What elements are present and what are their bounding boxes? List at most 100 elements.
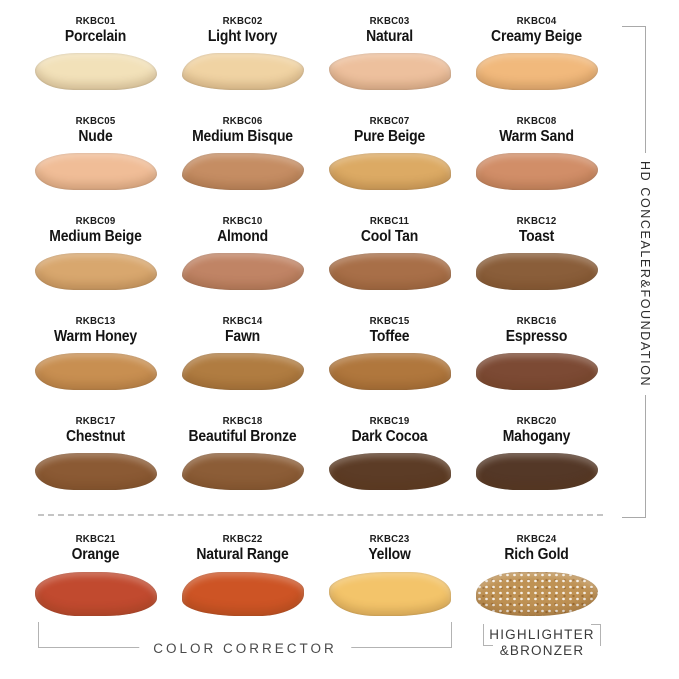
shade-cell: RKBC11 Cool Tan — [316, 214, 463, 314]
shade-cell: RKBC08 Warm Sand — [463, 114, 610, 214]
shade-name: Light Ivory — [207, 28, 278, 45]
shade-cell: RKBC13 Warm Honey — [22, 314, 169, 414]
shade-cell: RKBC14 Fawn — [169, 314, 316, 414]
shade-name: Cool Tan — [360, 228, 419, 245]
shade-cell: RKBC10 Almond — [169, 214, 316, 314]
dashed-divider — [38, 514, 603, 516]
shade-cell: RKBC21 Orange — [22, 532, 169, 640]
shade-swatch — [475, 53, 598, 90]
shade-name: Warm Honey — [54, 328, 137, 345]
shade-code: RKBC20 — [516, 415, 557, 427]
shade-cell: RKBC07 Pure Beige — [316, 114, 463, 214]
shade-swatch — [328, 153, 451, 190]
shade-code: RKBC02 — [222, 15, 263, 27]
corner-bracket-left-icon — [483, 624, 493, 646]
shade-code: RKBC07 — [369, 115, 410, 127]
shade-swatch — [34, 572, 157, 616]
shade-cell: RKBC24 Rich Gold — [463, 532, 610, 640]
shade-cell: RKBC16 Espresso — [463, 314, 610, 414]
shade-name: Medium Beige — [49, 228, 142, 245]
shade-swatch — [328, 572, 451, 616]
hd-concealer-foundation-label: HD CONCEALER&FOUNDATION — [637, 153, 653, 396]
shade-cell: RKBC19 Dark Cocoa — [316, 414, 463, 514]
shade-name: Natural Range — [196, 546, 289, 563]
shade-name: Dark Cocoa — [351, 428, 428, 445]
shade-name: Espresso — [505, 328, 568, 345]
highlighter-label-line1: HIGHLIGHTER — [489, 627, 595, 642]
highlighter-bronzer-group: HIGHLIGHTER &BRONZER — [483, 622, 601, 659]
shade-code: RKBC14 — [222, 315, 263, 327]
shade-swatch — [475, 353, 598, 390]
shade-code: RKBC05 — [75, 115, 116, 127]
shade-code: RKBC09 — [75, 215, 116, 227]
shade-code: RKBC01 — [75, 15, 116, 27]
shade-cell: RKBC12 Toast — [463, 214, 610, 314]
shade-swatch — [328, 53, 451, 90]
shade-swatch — [181, 253, 304, 290]
shade-swatch — [328, 353, 451, 390]
shade-code: RKBC24 — [516, 533, 557, 545]
corner-bracket-right-icon — [591, 624, 601, 646]
shade-code: RKBC12 — [516, 215, 557, 227]
shade-cell: RKBC02 Light Ivory — [169, 14, 316, 114]
shade-cell: RKBC09 Medium Beige — [22, 214, 169, 314]
shade-name: Mahogany — [502, 428, 571, 445]
shade-name: Toffee — [369, 328, 410, 345]
shade-swatch — [34, 453, 157, 490]
shade-code: RKBC13 — [75, 315, 116, 327]
shade-cell: RKBC03 Natural — [316, 14, 463, 114]
shade-name: Warm Sand — [499, 128, 574, 145]
color-corrector-bracket: COLOR CORRECTOR — [38, 622, 452, 656]
shade-name: Almond — [217, 228, 268, 245]
shade-cell: RKBC23 Yellow — [316, 532, 463, 640]
shade-cell: RKBC22 Natural Range — [169, 532, 316, 640]
shade-name: Orange — [71, 546, 120, 563]
shade-name: Beautiful Bronze — [188, 428, 297, 445]
shade-code: RKBC16 — [516, 315, 557, 327]
shade-swatch — [34, 353, 157, 390]
shade-name: Yellow — [368, 546, 411, 563]
shade-cell: RKBC18 Beautiful Bronze — [169, 414, 316, 514]
shade-name: Fawn — [225, 328, 260, 345]
shade-swatch — [181, 572, 304, 616]
shade-code: RKBC04 — [516, 15, 557, 27]
shade-code: RKBC11 — [369, 215, 410, 227]
shade-swatch — [475, 572, 598, 616]
shade-cell: RKBC01 Porcelain — [22, 14, 169, 114]
shade-code: RKBC08 — [516, 115, 557, 127]
shade-swatch — [181, 453, 304, 490]
shade-swatch — [475, 453, 598, 490]
shade-code: RKBC10 — [222, 215, 263, 227]
shade-code: RKBC19 — [369, 415, 410, 427]
shade-code: RKBC23 — [369, 533, 410, 545]
shade-code: RKBC22 — [222, 533, 263, 545]
shade-name: Creamy Beige — [491, 28, 582, 45]
shade-cell: RKBC06 Medium Bisque — [169, 114, 316, 214]
shade-code: RKBC18 — [222, 415, 263, 427]
shade-swatch — [181, 153, 304, 190]
shade-cell: RKBC05 Nude — [22, 114, 169, 214]
shade-code: RKBC03 — [369, 15, 410, 27]
corrector-bronzer-grid: RKBC21 Orange RKBC22 Natural Range RKBC2… — [22, 532, 610, 640]
shade-name: Toast — [518, 228, 555, 245]
shade-swatch — [34, 253, 157, 290]
shade-name: Medium Bisque — [192, 128, 293, 145]
shade-swatch — [34, 153, 157, 190]
shade-code: RKBC21 — [75, 533, 116, 545]
shade-swatch — [475, 153, 598, 190]
concealer-foundation-grid: RKBC01 Porcelain RKBC02 Light Ivory RKBC… — [22, 14, 610, 514]
shade-swatch — [328, 453, 451, 490]
shade-swatch — [181, 353, 304, 390]
shade-name: Rich Gold — [504, 546, 569, 563]
shade-name: Natural — [366, 28, 413, 45]
shade-code: RKBC15 — [369, 315, 410, 327]
shade-name: Pure Beige — [353, 128, 426, 145]
shade-cell: RKBC15 Toffee — [316, 314, 463, 414]
shade-name: Chestnut — [65, 428, 126, 445]
color-corrector-label: COLOR CORRECTOR — [139, 641, 351, 656]
shade-name: Porcelain — [64, 28, 127, 45]
shade-cell: RKBC04 Creamy Beige — [463, 14, 610, 114]
shade-swatch — [328, 253, 451, 290]
shade-swatch — [34, 53, 157, 90]
